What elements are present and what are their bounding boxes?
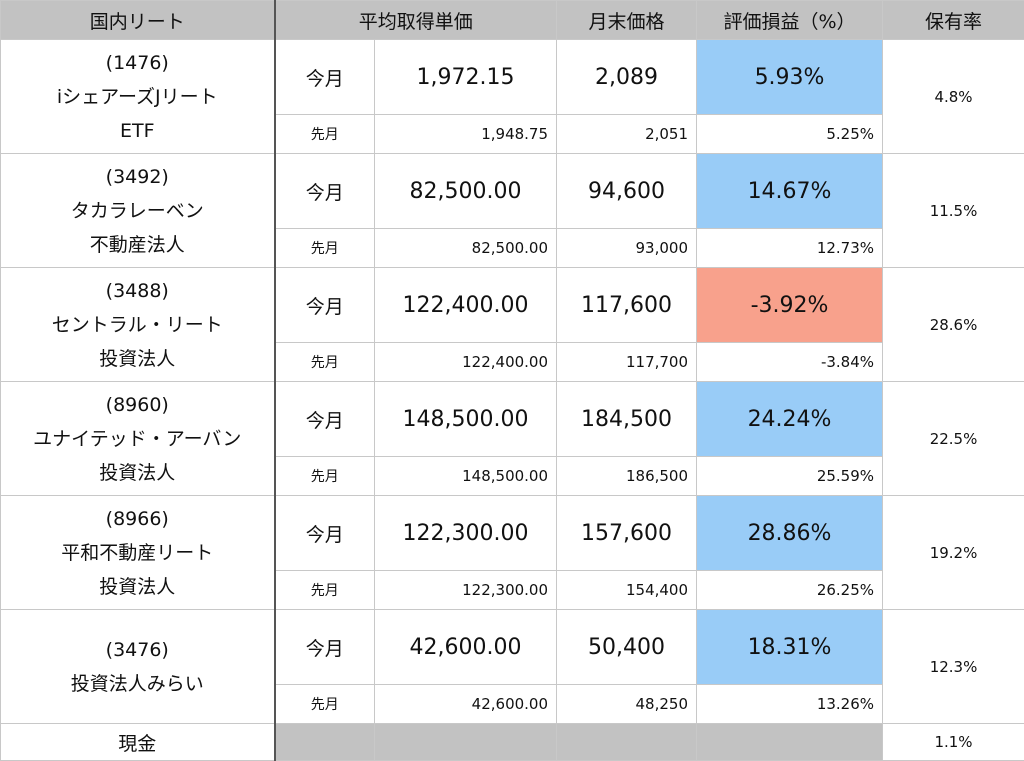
holding-rate: 19.2% xyxy=(883,496,1024,610)
reit-code: (3476) xyxy=(1,633,274,667)
avg-cost-current: 42,600.00 xyxy=(375,610,557,685)
reit-name-line1: 投資法人みらい xyxy=(1,667,274,701)
avg-cost-current: 122,300.00 xyxy=(375,496,557,571)
avg-cost-previous: 122,400.00 xyxy=(375,343,557,382)
reit-name-line2: 投資法人 xyxy=(1,570,274,604)
reit-name-line1: iシェアーズJリート xyxy=(1,80,274,114)
holding-rate: 12.3% xyxy=(883,610,1024,724)
reit-name-cell: (3488) セントラル・リート 投資法人 xyxy=(1,268,275,382)
header-profit-loss: 評価損益（%） xyxy=(697,1,883,40)
profit-loss-current: 24.24% xyxy=(697,382,883,457)
reit-name-cell: (1476) iシェアーズJリート ETF xyxy=(1,40,275,154)
header-row: 国内リート 平均取得単価 月末価格 評価損益（%） 保有率 xyxy=(1,1,1024,40)
header-month-end-price: 月末価格 xyxy=(557,1,697,40)
avg-cost-previous: 122,300.00 xyxy=(375,571,557,610)
profit-loss-current: 14.67% xyxy=(697,154,883,229)
profit-loss-current: 28.86% xyxy=(697,496,883,571)
period-last-month: 先月 xyxy=(275,685,375,724)
profit-loss-previous: 5.25% xyxy=(697,115,883,154)
profit-loss-previous: 25.59% xyxy=(697,457,883,496)
period-this-month: 今月 xyxy=(275,268,375,343)
reit-code: (8960) xyxy=(1,388,274,422)
price-previous: 186,500 xyxy=(557,457,697,496)
price-current: 50,400 xyxy=(557,610,697,685)
period-last-month: 先月 xyxy=(275,571,375,610)
table-row-current: (3488) セントラル・リート 投資法人 今月 122,400.00 117,… xyxy=(1,268,1024,343)
price-current: 157,600 xyxy=(557,496,697,571)
avg-cost-current: 148,500.00 xyxy=(375,382,557,457)
cash-empty-cell xyxy=(557,724,697,761)
table-row-current: (3476) 投資法人みらい 今月 42,600.00 50,400 18.31… xyxy=(1,610,1024,685)
cash-label: 現金 xyxy=(1,724,275,761)
period-last-month: 先月 xyxy=(275,115,375,154)
table-row-current: (8966) 平和不動産リート 投資法人 今月 122,300.00 157,6… xyxy=(1,496,1024,571)
reit-name-line2: 投資法人 xyxy=(1,456,274,490)
price-previous: 154,400 xyxy=(557,571,697,610)
reit-code: (8966) xyxy=(1,502,274,536)
avg-cost-previous: 1,948.75 xyxy=(375,115,557,154)
avg-cost-previous: 82,500.00 xyxy=(375,229,557,268)
profit-loss-previous: -3.84% xyxy=(697,343,883,382)
reit-name-line1: タカラレーベン xyxy=(1,194,274,228)
period-this-month: 今月 xyxy=(275,382,375,457)
reit-name-line2: 不動産法人 xyxy=(1,228,274,262)
cash-empty-cell xyxy=(375,724,557,761)
cash-holding-rate: 1.1% xyxy=(883,724,1024,761)
price-previous: 117,700 xyxy=(557,343,697,382)
avg-cost-current: 82,500.00 xyxy=(375,154,557,229)
reit-name-line1: セントラル・リート xyxy=(1,308,274,342)
period-this-month: 今月 xyxy=(275,496,375,571)
profit-loss-current: 18.31% xyxy=(697,610,883,685)
reit-name-cell: (3476) 投資法人みらい xyxy=(1,610,275,724)
cash-empty-cell xyxy=(697,724,883,761)
reit-name-line2: 投資法人 xyxy=(1,342,274,376)
holding-rate: 11.5% xyxy=(883,154,1024,268)
avg-cost-current: 122,400.00 xyxy=(375,268,557,343)
holding-rate: 22.5% xyxy=(883,382,1024,496)
avg-cost-current: 1,972.15 xyxy=(375,40,557,115)
header-name: 国内リート xyxy=(1,1,275,40)
period-last-month: 先月 xyxy=(275,343,375,382)
period-last-month: 先月 xyxy=(275,457,375,496)
reit-name-line1: 平和不動産リート xyxy=(1,536,274,570)
header-avg-cost: 平均取得単価 xyxy=(275,1,557,40)
reit-name-line2: ETF xyxy=(1,114,274,148)
profit-loss-previous: 12.73% xyxy=(697,229,883,268)
cash-row: 現金 1.1% xyxy=(1,724,1024,761)
table-row-current: (1476) iシェアーズJリート ETF 今月 1,972.15 2,089 … xyxy=(1,40,1024,115)
price-current: 94,600 xyxy=(557,154,697,229)
profit-loss-current: 5.93% xyxy=(697,40,883,115)
avg-cost-previous: 148,500.00 xyxy=(375,457,557,496)
price-previous: 48,250 xyxy=(557,685,697,724)
profit-loss-previous: 13.26% xyxy=(697,685,883,724)
period-this-month: 今月 xyxy=(275,154,375,229)
price-current: 184,500 xyxy=(557,382,697,457)
table-row-current: (8960) ユナイテッド・アーバン 投資法人 今月 148,500.00 18… xyxy=(1,382,1024,457)
profit-loss-current: -3.92% xyxy=(697,268,883,343)
price-current: 117,600 xyxy=(557,268,697,343)
price-previous: 93,000 xyxy=(557,229,697,268)
reit-name-cell: (3492) タカラレーベン 不動産法人 xyxy=(1,154,275,268)
table-body: (1476) iシェアーズJリート ETF 今月 1,972.15 2,089 … xyxy=(1,40,1024,761)
header-holding-rate: 保有率 xyxy=(883,1,1024,40)
period-this-month: 今月 xyxy=(275,610,375,685)
price-current: 2,089 xyxy=(557,40,697,115)
profit-loss-previous: 26.25% xyxy=(697,571,883,610)
table-row-current: (3492) タカラレーベン 不動産法人 今月 82,500.00 94,600… xyxy=(1,154,1024,229)
holding-rate: 4.8% xyxy=(883,40,1024,154)
cash-empty-cell xyxy=(275,724,375,761)
reit-code: (3488) xyxy=(1,274,274,308)
avg-cost-previous: 42,600.00 xyxy=(375,685,557,724)
period-last-month: 先月 xyxy=(275,229,375,268)
reit-name-line1: ユナイテッド・アーバン xyxy=(1,422,274,456)
period-this-month: 今月 xyxy=(275,40,375,115)
holding-rate: 28.6% xyxy=(883,268,1024,382)
reit-name-cell: (8966) 平和不動産リート 投資法人 xyxy=(1,496,275,610)
price-previous: 2,051 xyxy=(557,115,697,154)
reit-code: (1476) xyxy=(1,46,274,80)
reit-code: (3492) xyxy=(1,160,274,194)
reit-name-cell: (8960) ユナイテッド・アーバン 投資法人 xyxy=(1,382,275,496)
